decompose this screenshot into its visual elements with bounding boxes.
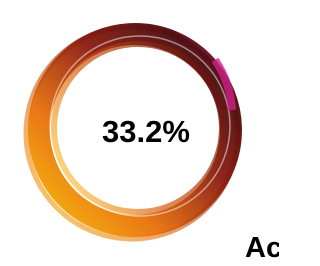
page: 33.2% Ac (() => { const data = JSON.pars…: [0, 0, 279, 266]
badge-value: 33.2%: [102, 114, 190, 149]
caption: Ac: [245, 232, 279, 264]
ring-graphic: 33.2% Ac: [0, 0, 279, 266]
